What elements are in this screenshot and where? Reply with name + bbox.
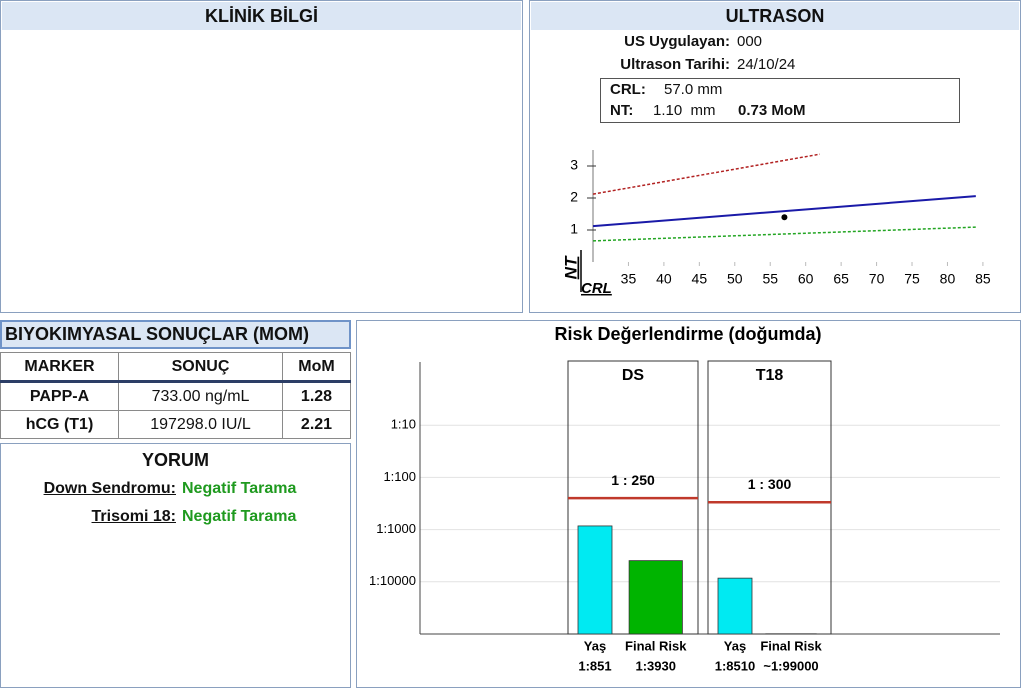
y-tick-label: 1:1000 [376,521,416,536]
crl-value: 57.0 mm [664,81,723,98]
comment-label: Down Sendromu: [43,480,176,497]
y-tick-label: 3 [570,157,578,173]
category-label: Final Risk [760,638,822,653]
field-value: 24/10/24 [737,56,796,73]
group-title: T18 [756,367,784,384]
value-label: 1:3930 [636,658,676,673]
x-tick-label: 60 [798,271,814,287]
series-line [592,153,820,195]
comment-label: Trisomi 18: [91,508,176,525]
measurement-box: CRL: 57.0 mm NT: 1.10 mm 0.73 MoM [600,78,960,123]
field-label: US Uygulayan: [624,33,730,50]
y-tick-label: 2 [570,189,578,205]
comment-panel: YORUM Down Sendromu: Negatif Tarama Tris… [0,443,351,688]
ultrasound-panel: ULTRASON US Uygulayan: 000 Ultrason Tari… [529,0,1021,313]
value-label: 1:851 [578,658,611,673]
cutoff-label: 1 : 300 [748,476,792,492]
x-tick-label: 40 [656,271,672,287]
category-label: Yaş [584,638,606,653]
x-tick-label: 45 [692,271,708,287]
x-tick-label: 50 [727,271,743,287]
y-tick-label: 1:10000 [369,573,416,588]
value-label: ~1:99000 [763,658,818,673]
y-axis-label: NT [561,255,580,279]
bar [577,525,613,635]
clinical-panel: KLİNİK BİLGİ [0,0,523,313]
cell: 1.28 [282,381,351,411]
cell: hCG (T1) [0,410,119,439]
crl-label: CRL: [610,81,646,98]
value-label: 1:8510 [715,658,755,673]
column-header: SONUÇ [118,352,283,383]
biochem-table: MARKER SONUÇ MoM PAPP-A 733.00 ng/mL 1.2… [0,352,351,439]
chart-title: Risk Değerlendirme (doğumda) [554,324,821,344]
x-tick-label: 35 [621,271,637,287]
comment-title: YORUM [142,450,209,470]
cutoff-label: 1 : 250 [611,472,655,488]
cell: PAPP-A [0,381,119,411]
comment-result: Negatif Tarama [182,508,297,525]
bar [628,560,683,635]
field-value: 000 [737,33,763,50]
column-header: MoM [282,352,351,383]
cell: 197298.0 IU/L [118,410,283,439]
panel-title: ULTRASON [531,2,1019,30]
x-tick-label: 80 [940,271,956,287]
column-header: MARKER [0,352,119,383]
data-point [781,214,788,221]
comment-result: Negatif Tarama [182,480,297,497]
y-tick-label: 1 [570,221,578,237]
row: hCG (T1) 197298.0 IU/L 2.21 [0,410,351,439]
group-title: DS [622,367,645,384]
header-row: MARKER SONUÇ MoM [0,352,351,383]
category-label: Final Risk [625,638,687,653]
series-line [592,226,976,242]
bar [717,577,753,635]
x-tick-label: 55 [762,271,778,287]
x-tick-label: 65 [833,271,849,287]
cell: 733.00 ng/mL [118,381,283,411]
category-label: Yaş [724,638,746,653]
biochem-title: BIYOKIMYASAL SONUÇLAR (MOM) [0,320,351,349]
field-label: Ultrason Tarihi: [620,56,730,73]
nt-value: 1.10 mm [653,102,716,119]
risk-panel [356,320,1021,688]
x-tick-label: 70 [869,271,885,287]
nt-mom: 0.73 MoM [738,102,806,119]
x-tick-label: 75 [904,271,920,287]
row: PAPP-A 733.00 ng/mL 1.28 [0,381,351,411]
cell: 2.21 [282,410,351,439]
panel-title: KLİNİK BİLGİ [2,2,521,30]
nt-label: NT: [610,102,634,119]
x-tick-label: 85 [975,271,991,287]
series-line [592,195,976,228]
y-tick-label: 1:100 [383,469,416,484]
y-tick-label: 1:10 [391,417,416,432]
x-axis-label: CRL [581,280,612,297]
